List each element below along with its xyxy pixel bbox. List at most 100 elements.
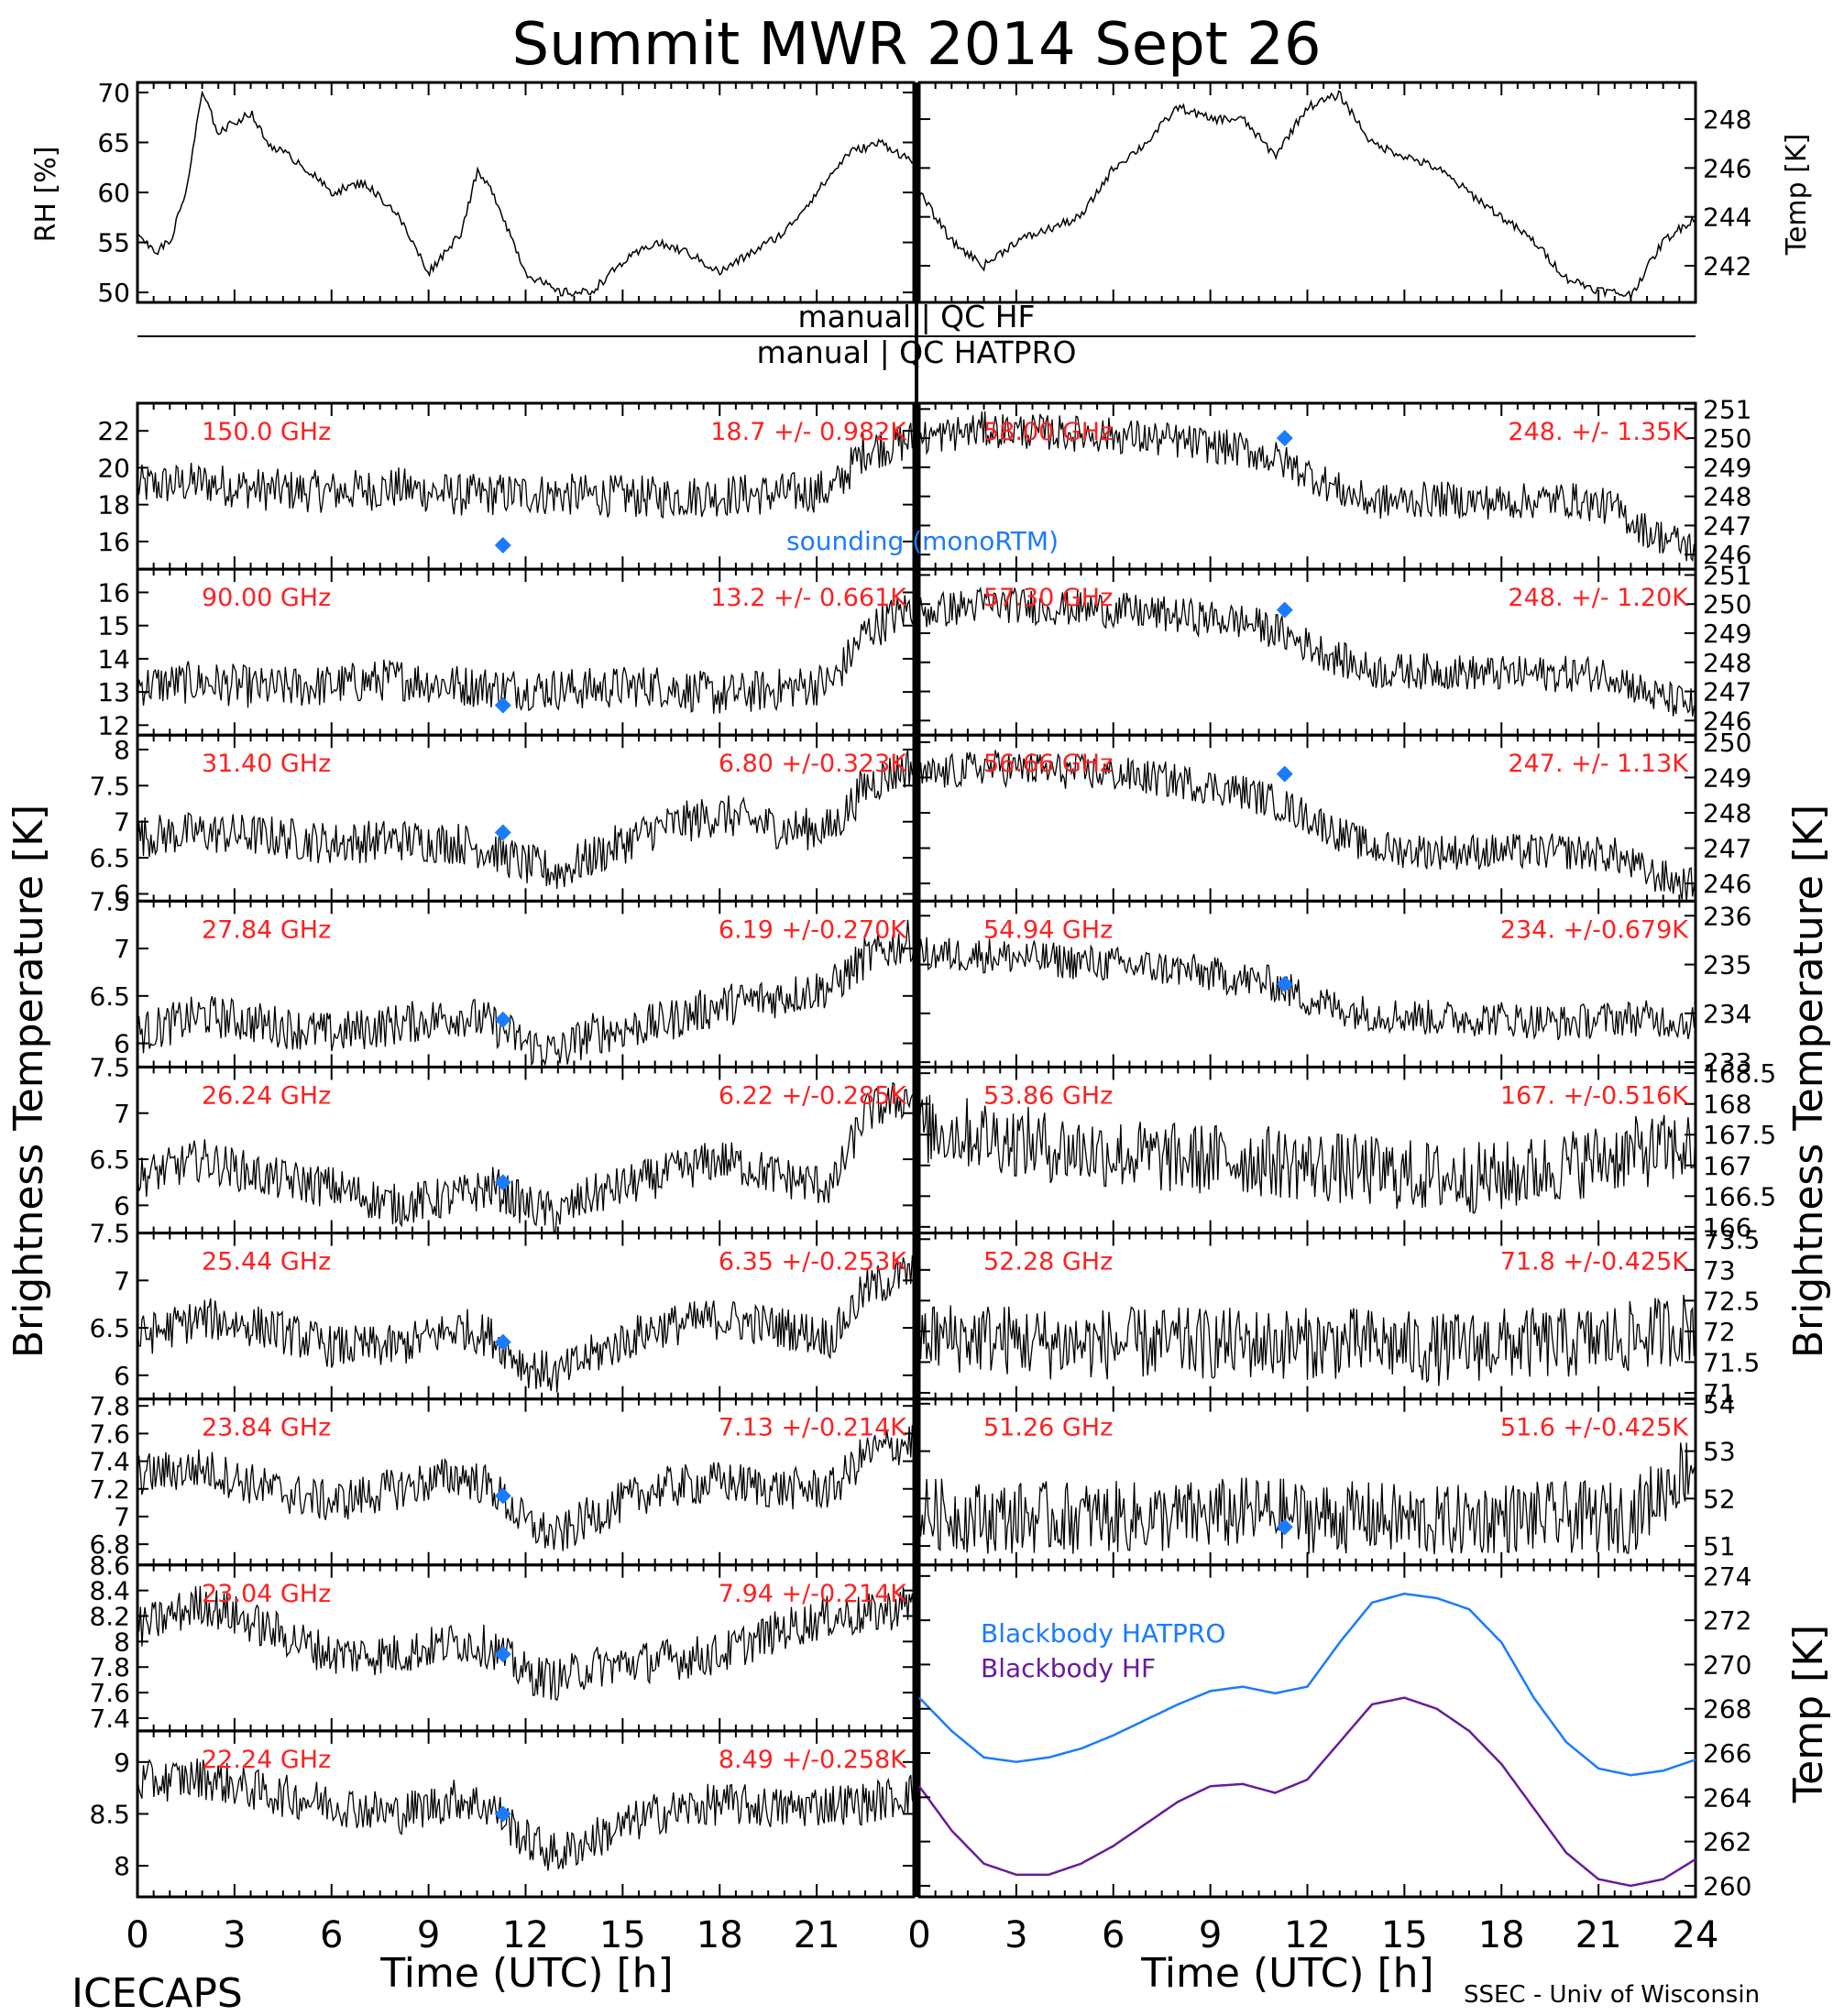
- channel-frequency-label: 31.40 GHz: [202, 750, 331, 778]
- channel-stats-label: 7.13 +/-0.214K: [719, 1414, 907, 1442]
- sounding-marker: [494, 1805, 511, 1823]
- y-tick-label: 55: [97, 228, 130, 258]
- brightness-temp-axis-label-right: Brightness Temperature [K]: [1785, 805, 1832, 1358]
- icecaps-label: ICECAPS: [71, 1970, 243, 2016]
- y-tick-label: 13: [97, 677, 130, 707]
- y-tick-label: 166.5: [1703, 1181, 1776, 1211]
- y-tick-label: 6: [114, 1029, 130, 1059]
- data-trace: [918, 411, 1696, 563]
- figure-title: Summit MWR 2014 Sept 26: [511, 11, 1321, 79]
- x-tick-label: 0: [126, 1914, 148, 1956]
- y-tick-label: 248: [1703, 798, 1751, 828]
- channel-stats-label: 6.22 +/-0.285K: [719, 1081, 907, 1110]
- channel-frequency-label: 27.84 GHz: [202, 915, 331, 944]
- y-tick-label: 167: [1703, 1151, 1751, 1181]
- channel-frequency-label: 25.44 GHz: [202, 1248, 331, 1276]
- channel-stats-label: 167. +/-0.516K: [1500, 1081, 1689, 1110]
- channel-stats-label: 71.8 +/-0.425K: [1500, 1248, 1689, 1276]
- data-trace: [918, 750, 1696, 902]
- x-tick-label: 18: [1478, 1914, 1525, 1956]
- data-trace: [918, 1294, 1696, 1386]
- y-tick-label: 249: [1703, 453, 1751, 483]
- y-tick-label: 250: [1703, 728, 1751, 758]
- blackbody-hatpro-legend: Blackbody HATPRO: [981, 1618, 1225, 1649]
- y-tick-label: 6.5: [89, 1313, 130, 1343]
- y-tick-label: 247: [1703, 510, 1751, 541]
- y-tick-label: 247: [1703, 677, 1751, 707]
- data-trace: [918, 1094, 1696, 1214]
- y-tick-label: 20: [97, 453, 130, 483]
- sounding-marker: [494, 696, 511, 714]
- y-tick-label: 7.6: [89, 1678, 130, 1708]
- y-tick-label: 7: [114, 1502, 130, 1532]
- data-trace: [137, 1759, 915, 1871]
- y-tick-label: 9: [114, 1748, 130, 1778]
- y-tick-label: 167.5: [1703, 1120, 1776, 1150]
- x-tick-label: 3: [223, 1914, 246, 1956]
- sounding-legend: sounding (monoRTM): [786, 526, 1059, 556]
- sounding-marker: [494, 1011, 511, 1028]
- y-tick-label: 6.5: [89, 981, 130, 1012]
- y-tick-label: 266: [1703, 1738, 1751, 1769]
- y-tick-label: 166: [1703, 1212, 1751, 1243]
- x-tick-label: 0: [907, 1914, 930, 1956]
- x-tick-label: 9: [1199, 1914, 1222, 1956]
- hf-channel-panel: 6 6.5 7 7.5 26.24 GHz 6.22 +/-0.285K: [89, 1052, 916, 1235]
- y-tick-label: 54: [1703, 1389, 1736, 1419]
- channel-frequency-label: 52.28 GHz: [983, 1248, 1113, 1276]
- y-tick-label: 7.2: [89, 1474, 130, 1505]
- y-tick-label: 53: [1703, 1437, 1736, 1467]
- sounding-marker: [494, 1646, 511, 1663]
- x-tick-label: 12: [1284, 1914, 1331, 1956]
- x-tick-label: 12: [502, 1914, 549, 1956]
- y-tick-label: 274: [1703, 1561, 1751, 1592]
- channel-stats-label: 248. +/- 1.35K: [1508, 418, 1689, 446]
- sounding-marker: [494, 824, 511, 841]
- y-tick-label: 244: [1703, 203, 1751, 233]
- hatpro-channel-panel: 233 234 235 236 54.94 GHz 234. +/-0.679K: [917, 899, 1751, 1078]
- x-tick-label: 3: [1004, 1914, 1027, 1956]
- y-tick-label: 262: [1703, 1827, 1751, 1857]
- y-tick-label: 12: [97, 710, 130, 740]
- y-tick-label: 7: [114, 1099, 130, 1129]
- channel-frequency-label: 23.84 GHz: [202, 1414, 331, 1442]
- y-tick-label: 250: [1703, 423, 1751, 454]
- x-tick-label: 6: [1102, 1914, 1125, 1956]
- channel-stats-label: 248. +/- 1.20K: [1508, 584, 1689, 612]
- y-tick-label: 65: [97, 127, 130, 158]
- y-tick-label: 60: [97, 178, 130, 208]
- y-tick-label: 272: [1703, 1605, 1751, 1636]
- x-tick-label: 24: [1673, 1914, 1719, 1956]
- channel-stats-label: 7.94 +/-0.214K: [719, 1580, 907, 1608]
- y-tick-label: 7.8: [89, 1652, 130, 1682]
- y-tick-label: 7: [114, 1265, 130, 1296]
- y-tick-label: 7.8: [89, 1391, 130, 1421]
- channel-frequency-label: 26.24 GHz: [202, 1081, 331, 1110]
- data-trace: [137, 749, 915, 890]
- data-trace: [918, 586, 1696, 717]
- y-tick-label: 249: [1703, 762, 1751, 793]
- sounding-marker: [494, 1333, 511, 1351]
- blackbody-series-line: [918, 1592, 1696, 1777]
- hf-channel-panel: 8 8.5 9 22.24 GHz 8.49 +/-0.258K: [89, 1729, 916, 1899]
- hatpro-channel-panel: 51 52 53 54 51.26 GHz 51.6 +/-0.425K: [917, 1389, 1736, 1567]
- y-tick-label: 16: [97, 527, 130, 557]
- x-tick-label: 21: [1575, 1914, 1622, 1956]
- sounding-marker: [1276, 601, 1293, 619]
- y-tick-label: 7: [114, 807, 130, 838]
- y-tick-label: 8.5: [89, 1799, 130, 1829]
- y-tick-label: 248: [1703, 648, 1751, 678]
- y-tick-label: 248: [1703, 482, 1751, 512]
- y-tick-label: 7: [114, 934, 130, 964]
- blackbody-panel: 260 262 264 266 268 270 272 274: [917, 1561, 1751, 1901]
- y-tick-label: 71: [1703, 1378, 1736, 1408]
- y-tick-label: 7.5: [89, 771, 130, 801]
- y-tick-label: 7.5: [89, 886, 130, 916]
- y-tick-label: 50: [97, 278, 130, 308]
- y-tick-label: 249: [1703, 619, 1751, 649]
- channel-frequency-label: 54.94 GHz: [983, 915, 1113, 944]
- y-tick-label: 246: [1703, 706, 1751, 736]
- channel-frequency-label: 23.04 GHz: [202, 1580, 331, 1608]
